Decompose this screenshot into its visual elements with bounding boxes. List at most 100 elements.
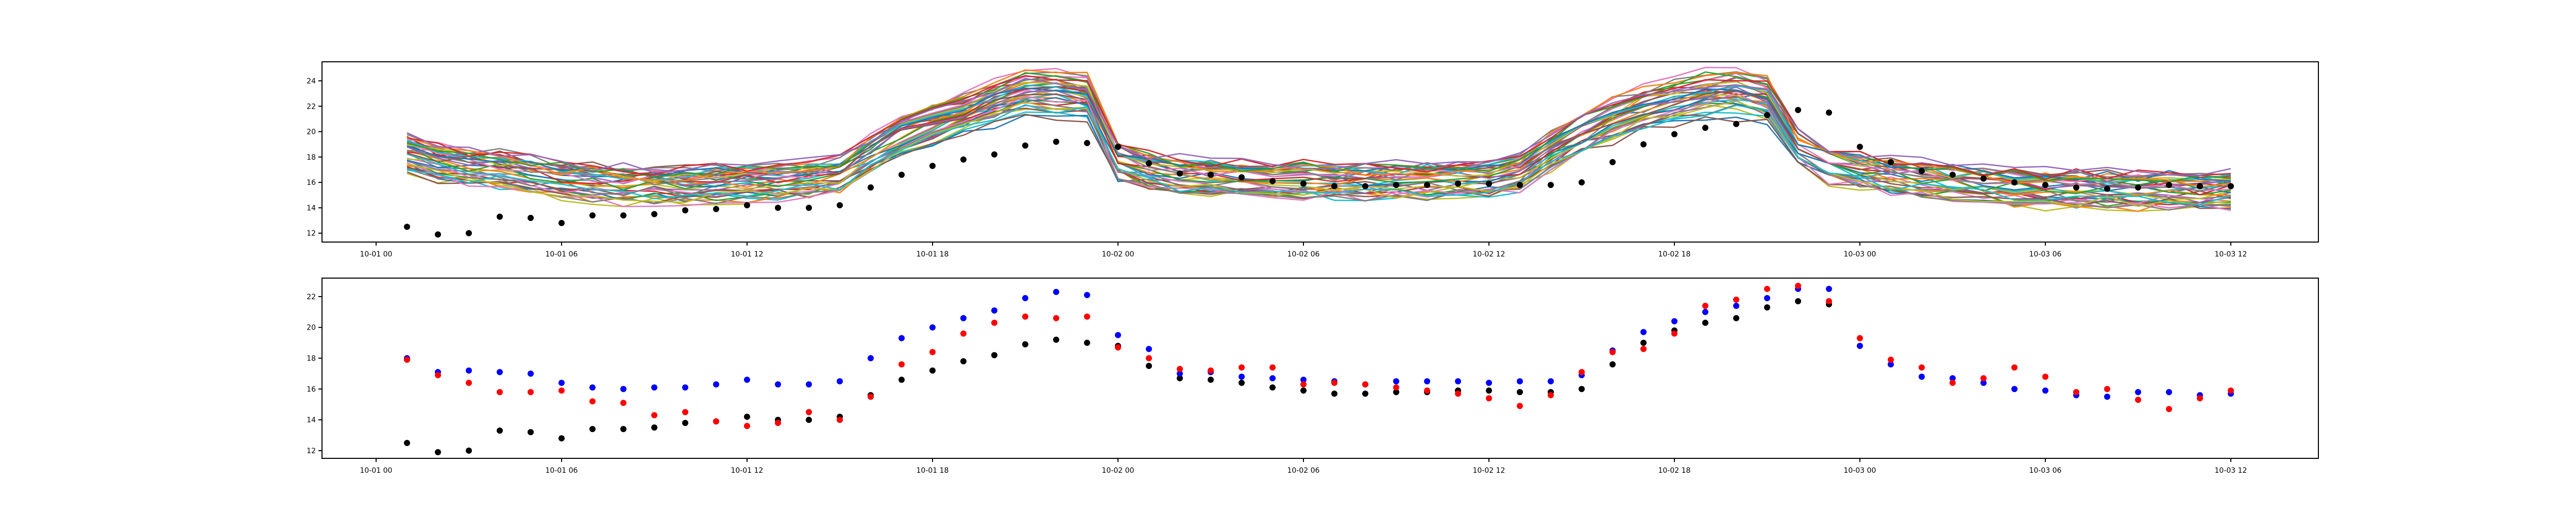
x-tick-label: 10-03 12	[2215, 250, 2247, 259]
observed-point	[1146, 160, 1152, 167]
observed-point	[899, 171, 905, 178]
scatter-point-series-2	[806, 409, 812, 416]
scatter-point-series-2	[1300, 381, 1307, 388]
scatter-point-series-0	[651, 424, 657, 431]
observed-point	[775, 204, 781, 211]
scatter-point-series-2	[899, 361, 905, 368]
y-tick-label: 14	[307, 416, 316, 424]
observed-point	[929, 163, 936, 169]
scatter-point-series-0	[682, 420, 688, 426]
ensemble-line	[406, 100, 2231, 207]
scatter-point-series-1	[929, 324, 936, 331]
scatter-point-series-1	[2135, 389, 2141, 396]
scatter-point-series-0	[1517, 389, 1523, 396]
observed-point	[1208, 171, 1214, 178]
scatter-point-series-1	[1424, 378, 1430, 385]
scatter-point-series-1	[466, 367, 472, 374]
x-tick-label: 10-03 00	[1844, 250, 1876, 259]
scatter-point-series-2	[1424, 387, 1430, 394]
scatter-point-series-2	[1702, 302, 1708, 309]
y-tick-label: 20	[307, 324, 316, 332]
ensemble-line	[406, 84, 2231, 179]
y-tick-label: 20	[307, 128, 316, 136]
scatter-point-series-1	[1857, 342, 1863, 349]
scatter-point-series-1	[837, 378, 843, 385]
y-tick-label: 18	[307, 153, 316, 162]
observed-point	[528, 215, 534, 221]
scatter-point-series-2	[1671, 330, 1677, 337]
scatter-point-series-2	[1022, 313, 1028, 320]
scatter-point-series-0	[1208, 376, 1214, 383]
scatter-point-series-0	[1146, 363, 1152, 369]
scatter-point-series-1	[1950, 375, 1956, 382]
scatter-point-series-1	[744, 376, 750, 383]
observed-point	[589, 212, 596, 219]
scatter-point-series-0	[404, 440, 410, 447]
scatter-point-series-2	[1517, 403, 1523, 409]
scatter-point-series-1	[1764, 295, 1770, 301]
scatter-point-series-1	[651, 384, 657, 391]
observed-point	[1177, 170, 1183, 177]
observed-point	[868, 184, 874, 191]
scatter-point-series-1	[2042, 387, 2048, 394]
scatter-point-series-0	[1795, 298, 1801, 304]
y-tick-label: 14	[307, 204, 316, 212]
scatter-point-series-0	[528, 429, 534, 436]
x-tick-label: 10-02 06	[1287, 250, 1320, 259]
observed-point	[1084, 140, 1090, 146]
scatter-point-series-1	[528, 370, 534, 377]
observed-point	[1919, 167, 1925, 174]
ensemble-line	[406, 75, 2231, 180]
observed-point	[2104, 185, 2110, 192]
observed-point	[837, 202, 843, 209]
top-plot-frame	[321, 61, 2319, 243]
scatter-point-series-2	[682, 409, 688, 416]
scatter-point-series-0	[1239, 380, 1245, 386]
ensemble-line	[406, 71, 2231, 183]
observed-point	[1548, 182, 1554, 188]
scatter-point-series-2	[2042, 373, 2048, 380]
ensemble-line	[406, 92, 2231, 211]
scatter-point-series-2	[1177, 366, 1183, 372]
observed-point	[1640, 141, 1647, 148]
scatter-point-series-0	[497, 427, 503, 434]
scatter-point-series-1	[682, 384, 688, 391]
scatter-point-series-2	[2135, 397, 2141, 403]
scatter-point-series-0	[1053, 336, 1059, 343]
scatter-point-series-2	[2104, 386, 2110, 392]
scatter-point-series-2	[1331, 380, 1337, 386]
observed-point	[1826, 109, 1832, 116]
y-tick-label: 22	[307, 293, 316, 301]
scatter-point-series-1	[1393, 378, 1399, 385]
y-tick-label: 12	[307, 230, 316, 238]
scatter-point-series-0	[1764, 304, 1770, 311]
observed-point	[806, 204, 812, 211]
scatter-point-series-2	[929, 349, 936, 355]
observed-point	[1950, 171, 1956, 178]
observed-point	[1764, 112, 1770, 118]
scatter-point-series-0	[960, 358, 967, 365]
y-tick-label: 18	[307, 355, 316, 363]
scatter-point-series-1	[1702, 308, 1708, 315]
scatter-point-series-2	[1362, 381, 1368, 388]
observed-point	[1269, 178, 1276, 184]
ensemble-line	[406, 104, 2231, 212]
x-tick-label: 10-01 06	[546, 250, 578, 259]
x-tick-label: 10-01 12	[731, 467, 764, 475]
observed-point	[991, 151, 997, 158]
scatter-point-series-2	[435, 372, 441, 379]
scatter-point-series-0	[1702, 319, 1708, 326]
scatter-point-series-1	[1455, 378, 1461, 385]
scatter-point-series-2	[1609, 349, 1616, 355]
scatter-point-series-1	[589, 384, 596, 391]
scatter-point-series-2	[713, 418, 719, 425]
scatter-point-series-1	[1671, 318, 1677, 324]
x-tick-label: 10-01 00	[360, 467, 393, 475]
x-tick-label: 10-01 18	[917, 467, 949, 475]
scatter-point-series-2	[528, 389, 534, 396]
scatter-point-series-0	[558, 435, 565, 442]
scatter-point-series-1	[620, 386, 626, 392]
observed-point	[2073, 184, 2079, 191]
scatter-point-series-1	[1084, 291, 1090, 298]
scatter-point-series-2	[1950, 380, 1956, 386]
